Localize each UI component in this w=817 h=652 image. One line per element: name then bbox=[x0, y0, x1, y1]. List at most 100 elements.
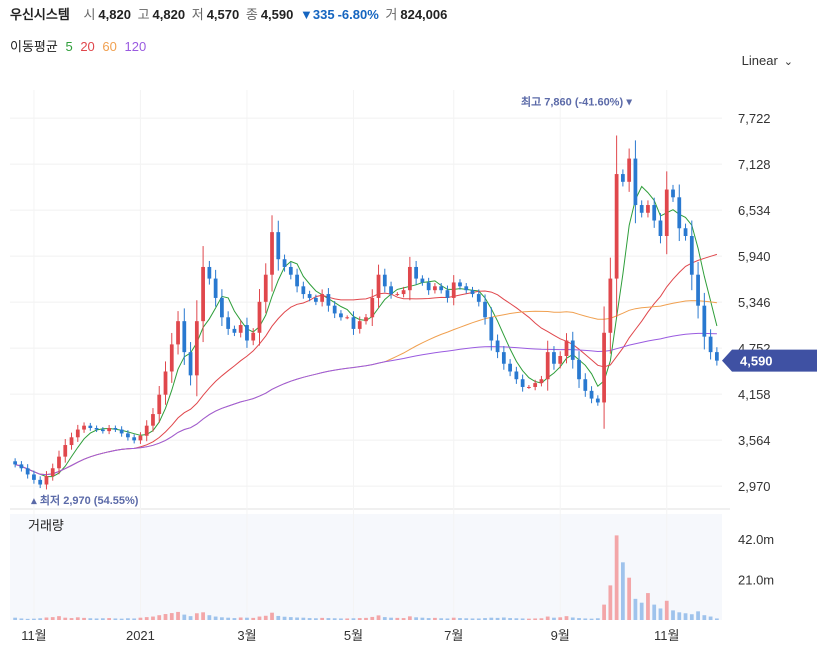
volume-bar bbox=[552, 617, 556, 620]
candle-body bbox=[458, 282, 462, 287]
candle-body bbox=[508, 363, 512, 372]
scale-toggle-button[interactable]: Linear ⌄ bbox=[742, 53, 793, 68]
volume-bar bbox=[94, 618, 99, 620]
candle-body bbox=[464, 286, 469, 291]
candle bbox=[520, 374, 525, 392]
candle bbox=[646, 200, 650, 218]
volume-bar bbox=[157, 615, 162, 620]
volume-bar bbox=[451, 617, 456, 620]
candle bbox=[126, 430, 130, 441]
candle-body bbox=[389, 286, 393, 295]
high-label: 고 bbox=[137, 7, 150, 22]
candle-body bbox=[75, 429, 80, 438]
volume-bar bbox=[301, 617, 306, 620]
candle-body bbox=[470, 290, 475, 295]
volume-bar bbox=[194, 613, 199, 620]
change-value: ▼335 bbox=[300, 7, 335, 22]
low-label: 저 bbox=[191, 7, 204, 22]
volume-tick-label: 42.0m bbox=[738, 532, 774, 547]
candle-body bbox=[38, 479, 43, 485]
volume-bar bbox=[495, 617, 500, 620]
y-tick-label: 6,534 bbox=[738, 203, 771, 218]
candle-body bbox=[614, 174, 619, 279]
volume-tick-label: 21.0m bbox=[738, 573, 774, 588]
candle bbox=[132, 434, 137, 444]
candle bbox=[25, 464, 30, 479]
volume-bar bbox=[188, 616, 193, 620]
volume-bar bbox=[295, 617, 299, 620]
candle-body bbox=[602, 332, 606, 403]
volume-bar bbox=[595, 618, 600, 620]
candle-body bbox=[188, 352, 193, 376]
volume-bars bbox=[13, 535, 719, 620]
candle-body bbox=[583, 379, 588, 391]
x-tick-label: 3월 bbox=[237, 628, 256, 643]
candle-body bbox=[263, 274, 268, 302]
candle bbox=[182, 308, 187, 365]
x-tick-label: 9월 bbox=[551, 628, 570, 643]
volume-bar bbox=[57, 616, 61, 620]
volume-bar bbox=[558, 617, 563, 620]
volume-bar bbox=[313, 618, 318, 620]
candle bbox=[32, 470, 36, 484]
candle-body bbox=[113, 428, 118, 430]
x-tick-label: 2021 bbox=[126, 628, 155, 643]
volume-bar bbox=[326, 618, 331, 620]
close-label: 종 bbox=[245, 7, 258, 22]
candle-body bbox=[527, 386, 531, 388]
candle bbox=[113, 425, 118, 433]
candle-body bbox=[376, 274, 381, 298]
candle-body bbox=[282, 259, 287, 267]
candle bbox=[714, 347, 719, 366]
volume-bar bbox=[420, 617, 425, 620]
volume-bar bbox=[389, 617, 393, 620]
candle-body bbox=[520, 379, 525, 387]
x-tick-label: 11월 bbox=[654, 628, 679, 643]
stock-name: 우신시스템 bbox=[10, 7, 70, 22]
moving-average-legend: 이동평균 5 20 60 120 bbox=[10, 36, 150, 55]
volume-bar bbox=[88, 618, 93, 620]
candle-body bbox=[664, 189, 669, 236]
candle bbox=[138, 432, 143, 444]
volume-bar bbox=[107, 618, 111, 620]
candle-body bbox=[552, 352, 556, 364]
candle-body bbox=[19, 464, 24, 469]
candle-body bbox=[44, 476, 49, 485]
volume-bar bbox=[646, 593, 650, 620]
candle-body bbox=[570, 340, 575, 360]
candle-body bbox=[608, 278, 613, 333]
candle bbox=[552, 346, 556, 370]
candle-body bbox=[426, 282, 431, 291]
candle bbox=[595, 395, 600, 406]
candle-body bbox=[157, 394, 162, 415]
volume-bar bbox=[464, 618, 469, 620]
volume-bar bbox=[458, 618, 462, 620]
candle-body bbox=[257, 301, 262, 333]
volume-bar bbox=[282, 616, 287, 620]
volume-bar bbox=[602, 604, 606, 620]
candle bbox=[295, 268, 299, 293]
high-annotation-label: 최고 7,860 (-41.60%) bbox=[521, 94, 624, 108]
candle bbox=[288, 262, 293, 280]
volume-bar bbox=[38, 618, 43, 620]
volume-bar bbox=[401, 618, 406, 620]
volume-bar bbox=[44, 617, 49, 620]
candle-body bbox=[433, 286, 437, 291]
candle-body bbox=[714, 352, 719, 361]
candle bbox=[270, 215, 274, 292]
candle-body bbox=[558, 356, 563, 364]
low-value: 4,570 bbox=[206, 7, 240, 22]
volume-bar bbox=[307, 618, 312, 620]
candle bbox=[433, 283, 437, 294]
price-gridlines bbox=[10, 117, 722, 487]
candle-body bbox=[514, 371, 519, 380]
candle bbox=[658, 213, 663, 244]
candle-body bbox=[63, 445, 68, 457]
candle bbox=[169, 332, 174, 383]
candle bbox=[245, 317, 249, 348]
volume-bar bbox=[176, 611, 180, 620]
volume-bar bbox=[714, 618, 719, 620]
candle-body bbox=[295, 274, 299, 287]
volume-bar bbox=[370, 616, 375, 620]
